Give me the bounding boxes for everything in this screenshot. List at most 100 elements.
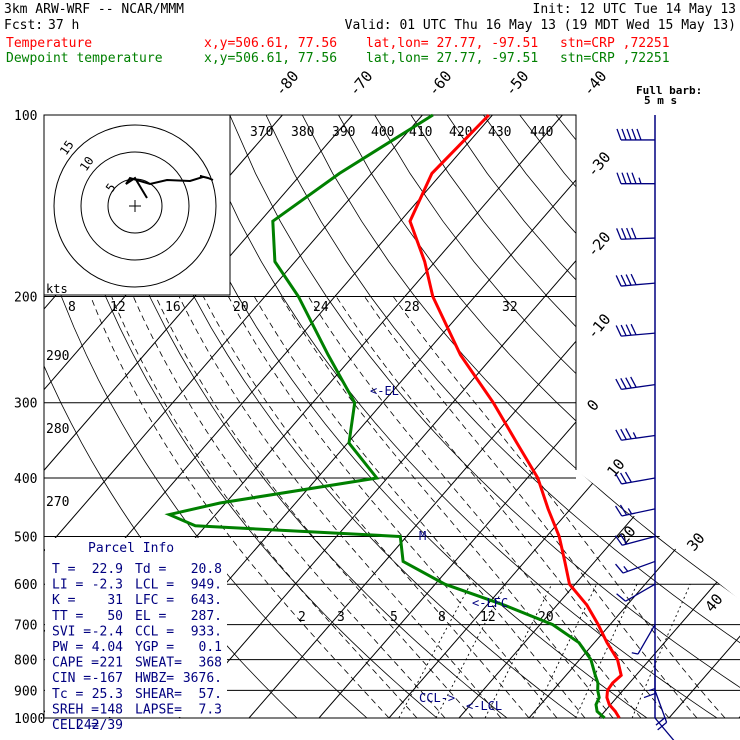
dry-adiabat [483,115,740,718]
parcel-info-label: LCL = [135,578,174,593]
parcel-info-label: SWEAT= [135,656,182,671]
pressure-label: 700 [14,619,37,634]
dry-adiabat [229,115,740,718]
theta-label: 410 [409,125,432,140]
level-marker: <-LCL [466,699,502,713]
dry-adiabat [84,115,508,718]
mixing-ratio-label: 5 [390,610,398,625]
isotherm-line [598,115,740,718]
pressure-label: 200 [14,291,37,306]
parcel-info-value: -2.4 [92,624,123,639]
parcel-info-label: CELL = [52,718,99,733]
mixing-ratio-line [484,583,553,718]
isotherm-label: -40 [579,67,610,99]
mixing-ratio-label: 28 [404,300,420,315]
hodograph-ring-label: 15 [57,138,77,158]
init-time: Init: 12 UTC Tue 14 May 13 [532,2,737,17]
parcel-info-label: EL = [135,609,166,624]
hodograph-frame [43,114,231,296]
legend-dewpoint-xy: x,y=506.61, 77.56 [204,51,338,66]
mixing-ratio-line [575,584,638,718]
isotherm-label: 30 [683,529,708,554]
isotherm-line [178,115,703,718]
isotherm-label: -70 [345,67,376,99]
parcel-info-value: 50 [107,609,123,624]
wind-barb [615,273,656,287]
isotherm-line [248,115,740,718]
level-marker: <-EL [370,384,399,398]
mixing-ratio-label: 8 [68,300,76,315]
mixing-ratio-label: 32 [502,300,518,315]
mixing-ratio-line [532,584,598,718]
level-marker: M [419,529,426,543]
parcel-info-value: 3676. [183,671,222,686]
moist-adiabat [307,296,642,718]
isotherm-label: 0 [583,396,603,414]
dry-adiabat [555,115,740,718]
wind-barb [616,172,655,185]
mixing-ratio-label: 20 [233,300,249,315]
parcel-info-label: TT = [52,609,83,624]
mixing-ratio-label: 8 [438,610,446,625]
parcel-info-value: 933. [191,624,222,639]
parcel-info-label: LI = [52,578,83,593]
parcel-info-value: 221 [100,656,123,671]
forecast-label: Fcst: [4,18,44,33]
moist-adiabat [111,296,418,718]
pressure-label: 800 [14,654,37,669]
wind-barb [615,560,656,574]
theta-label: 420 [449,125,472,140]
legend-dewpoint: Dewpoint temperature [6,51,163,66]
isotherm-line [44,115,423,718]
level-marker: CCL-> [419,691,455,705]
legend-temperature-stn: stn=CRP ,72251 [560,36,670,51]
parcel-info-label: SREH = [52,702,99,717]
wind-barb [616,583,656,602]
moist-adiabat [364,296,698,718]
legend-temperature: Temperature [6,36,93,51]
hodograph-units: kts [46,282,68,296]
dry-adiabat [301,115,740,718]
parcel-info-label: HWBZ= [135,671,174,686]
parcel-info-label: CAPE = [52,656,99,671]
isotherm-line [668,115,740,718]
wind-barb [614,534,656,546]
parcel-info-label: LAPSE= [135,702,182,717]
theta-label: 400 [371,125,394,140]
parcel-info-value: 31 [107,593,123,608]
mixing-ratio-line [398,583,471,718]
parcel-info-value: -167 [92,671,123,686]
hodograph-ring [80,151,190,261]
theta-label: 390 [332,125,355,140]
temperature-profile [408,113,623,719]
parcel-info-label: CCL = [135,624,174,639]
dry-adiabat [48,115,438,718]
parcel-info-value: -2.3 [92,578,123,593]
moist-adiabat [253,296,586,718]
wind-barb [615,376,656,391]
parcel-info-label: YGP = [135,640,174,655]
parcel-info-value: 0.1 [199,640,222,655]
pressure-label: 300 [14,397,37,412]
parcel-info-label: Td = [135,562,166,577]
pressure-label: 600 [14,578,37,593]
dry-adiabat [664,115,740,718]
parcel-info-value: 643. [191,593,222,608]
barb-legend-title: Full barb: [636,84,702,97]
parcel-info-label: K = [52,593,76,608]
pressure-label: 100 [14,109,37,124]
moist-adiabat [392,296,726,718]
parcel-info-label: T = [52,562,76,577]
wind-barb [643,659,656,699]
moist-adiabat [280,296,614,718]
parcel-info-value: 368 [199,656,222,671]
wind-barb [616,227,656,240]
dry-adiabat [519,115,740,718]
legend-dewpoint-stn: stn=CRP ,72251 [560,51,670,66]
parcel-info-value: 4.04 [92,640,123,655]
barb-legend-units: 5 m s [644,94,677,107]
isotherm-label: -50 [501,67,532,99]
hodograph-ring-label: 10 [77,154,97,174]
parcel-info-value: 949. [191,578,222,593]
